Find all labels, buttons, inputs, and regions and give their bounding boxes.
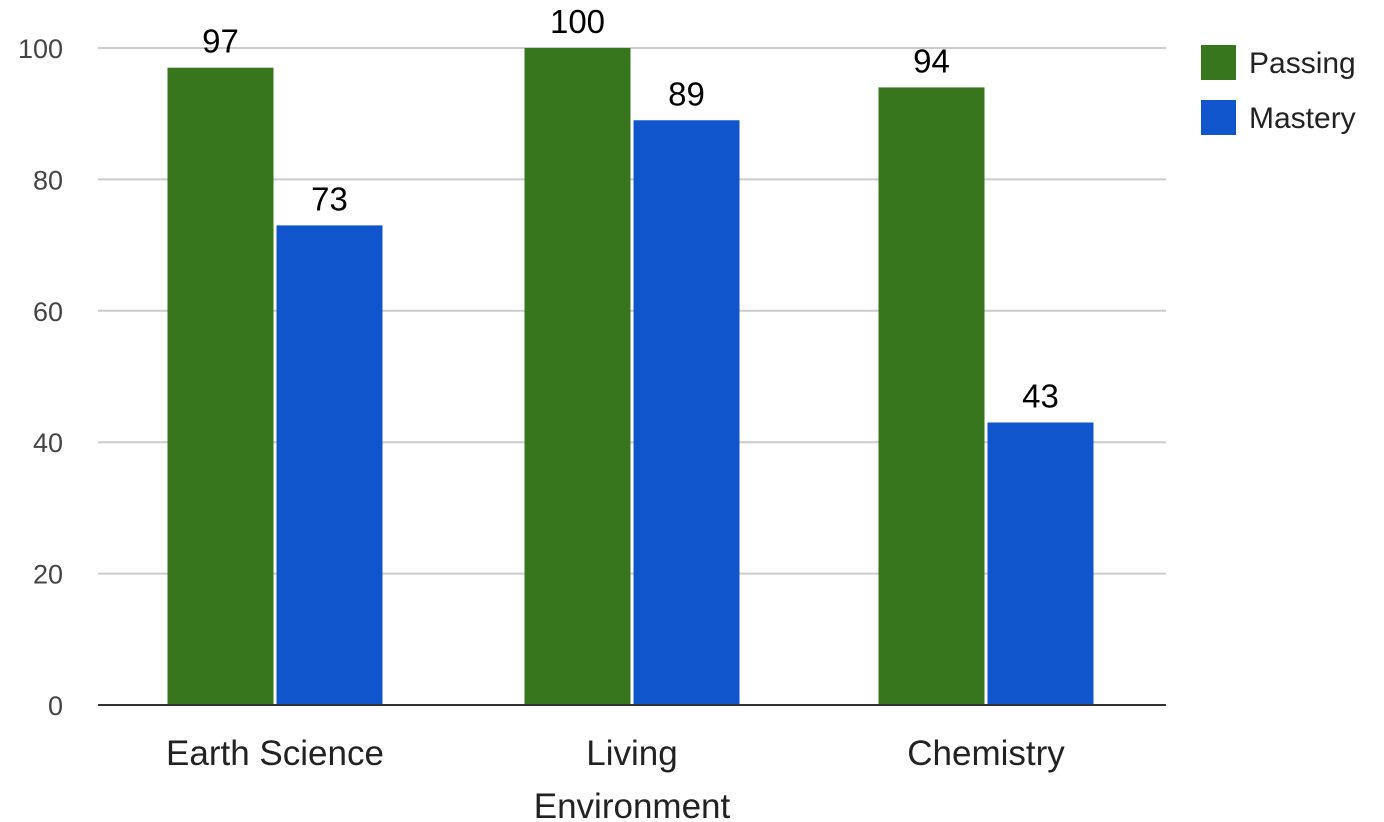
data-label: 97 [202, 23, 239, 60]
data-label: 94 [913, 42, 950, 79]
legend-swatch-passing [1201, 45, 1236, 80]
legend-swatch-mastery [1201, 100, 1236, 135]
bar-mastery [633, 120, 740, 705]
x-tick-label: Environment [534, 787, 731, 822]
y-tick-label: 80 [33, 165, 63, 195]
legend-label-passing: Passing [1249, 47, 1356, 80]
y-tick-label: 20 [33, 560, 63, 590]
y-tick-label: 60 [33, 297, 63, 327]
bar-passing [167, 67, 274, 705]
y-tick-label: 100 [18, 34, 63, 64]
y-tick-label: 0 [48, 691, 63, 721]
x-tick-label: Chemistry [907, 734, 1065, 773]
x-tick-label: Earth Science [166, 734, 384, 773]
x-tick-label: Living [586, 734, 677, 773]
data-label: 43 [1022, 377, 1059, 414]
bar-mastery [276, 225, 383, 705]
bar-passing [524, 48, 631, 705]
y-tick-label: 40 [33, 428, 63, 458]
bar-mastery [987, 422, 1094, 705]
data-label: 100 [550, 3, 605, 40]
legend-label-mastery: Mastery [1249, 102, 1356, 135]
data-label: 89 [668, 75, 705, 112]
bar-passing [878, 87, 985, 706]
data-label: 73 [311, 180, 348, 217]
